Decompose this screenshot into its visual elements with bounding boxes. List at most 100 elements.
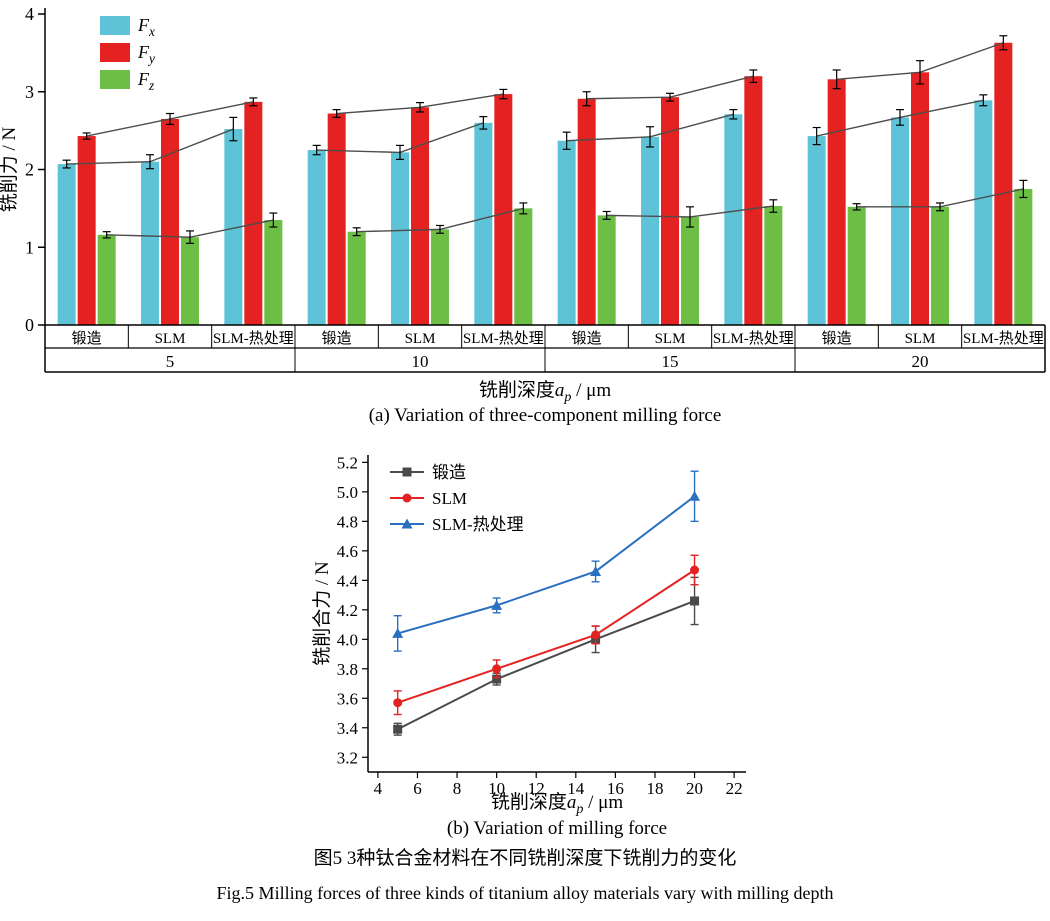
bar	[264, 220, 283, 325]
series-line	[397, 495, 696, 635]
bar	[224, 129, 243, 325]
bar	[161, 118, 179, 326]
marker-circle	[591, 630, 601, 640]
bar	[557, 140, 576, 325]
x-tick-label: 18	[646, 779, 663, 798]
bar	[724, 114, 743, 325]
y-tick-label: 5.2	[337, 453, 358, 472]
label-pre: 铣削深度	[479, 379, 555, 401]
bar	[1014, 188, 1033, 325]
material-label: SLM	[405, 331, 436, 347]
bar	[577, 98, 596, 325]
label-sub: z	[148, 78, 154, 93]
y-tick-label: 3	[25, 82, 34, 102]
x-tick-label: 4	[374, 779, 383, 798]
label-sub: x	[148, 24, 155, 39]
bar	[827, 79, 846, 325]
bar	[431, 229, 449, 325]
label-sub: y	[147, 51, 155, 66]
x-tick-label: 22	[726, 779, 743, 798]
legend-label: SLM-热处理	[432, 515, 524, 534]
y-tick-label: 3.6	[337, 689, 358, 708]
material-label: 锻造	[72, 330, 102, 347]
bar	[244, 101, 263, 325]
bar	[807, 136, 826, 325]
bar	[391, 152, 409, 325]
bar	[97, 234, 116, 325]
marker-triangle	[689, 490, 701, 501]
material-label: SLM-热处理	[463, 330, 544, 347]
legend-label: Fz	[137, 69, 154, 93]
x-axis-title: 铣削深度ap / μm	[479, 379, 612, 405]
marker-square	[402, 467, 412, 477]
series-line	[397, 569, 696, 704]
material-label: SLM	[905, 331, 936, 347]
label-var: a	[555, 380, 565, 401]
material-label: SLM	[655, 331, 686, 347]
x-axis-title: 铣削深度ap / μm	[491, 791, 624, 817]
bar	[514, 208, 533, 325]
y-axis-title: 铣削合力 / N	[311, 561, 333, 666]
bar-chart: 0 1 2 3 4 锻造 SLM SLM-热处理 锻造 SLM SLM-热处理 锻造 SLM SLM-热处…	[0, 4, 1046, 405]
bar	[847, 206, 866, 325]
bar	[994, 42, 1013, 326]
depth-label: 20	[912, 352, 929, 371]
bar	[974, 100, 993, 326]
series-line	[397, 600, 695, 731]
y-axis-title: 铣削力 / N	[0, 126, 20, 212]
bar	[141, 161, 159, 325]
y-tick-label: 4	[25, 4, 34, 24]
bar	[411, 107, 429, 325]
material-label: 锻造	[322, 330, 352, 347]
bar	[57, 164, 76, 325]
y-tick-label: 5.0	[337, 483, 358, 502]
depth-label: 15	[662, 352, 679, 371]
y-tick-label: 0	[25, 315, 34, 335]
line-chart: 3.2 3.4 3.6 3.8 4.0 4.2 4.4 4.6 4.8 5.0 5.2 4 6 8 10 12…	[311, 453, 746, 817]
bar	[474, 122, 493, 325]
caption-a: (a) Variation of three-component milling…	[369, 405, 722, 426]
material-label: SLM-热处理	[963, 330, 1044, 347]
marker-square	[492, 674, 502, 684]
y-tick-label: 1	[25, 237, 34, 257]
marker-triangle	[401, 518, 413, 529]
x-tick-label: 6	[413, 779, 422, 798]
bar	[327, 113, 346, 326]
label-post: / μm	[571, 380, 611, 401]
depth-label: 10	[412, 352, 429, 371]
label-var: F	[137, 15, 150, 35]
legend-label: 锻造	[432, 463, 466, 482]
label-var: F	[137, 42, 150, 62]
marker-circle	[492, 664, 502, 674]
bar	[641, 136, 659, 325]
label-sub: p	[575, 801, 583, 817]
y-tick-label: 3.2	[337, 748, 358, 767]
bar	[181, 237, 199, 325]
figure-caption-cn: 图5 3种钛合金材料在不同铣削深度下铣削力的变化	[313, 848, 737, 869]
y-tick-label: 4.4	[337, 571, 359, 590]
bar	[494, 94, 513, 326]
label-pre: 铣削深度	[491, 791, 567, 813]
material-label: SLM-热处理	[213, 330, 294, 347]
depth-label: 5	[166, 352, 175, 371]
bar	[661, 97, 679, 325]
marker-square	[690, 596, 700, 606]
legend-swatch	[100, 70, 130, 89]
bar	[931, 206, 949, 325]
x-tick-label: 14	[567, 779, 585, 798]
marker-triangle	[392, 627, 404, 638]
bar	[307, 150, 326, 325]
bar	[597, 215, 616, 325]
material-label: 锻造	[572, 330, 602, 347]
bar	[77, 136, 96, 325]
marker-square	[393, 724, 403, 734]
caption-b: (b) Variation of milling force	[447, 818, 667, 839]
label-post: / μm	[583, 792, 623, 813]
legend-swatch	[100, 16, 130, 35]
label-var: a	[567, 792, 577, 813]
material-label: SLM-热处理	[713, 330, 794, 347]
material-label: SLM	[155, 331, 186, 347]
label-var: F	[137, 69, 150, 89]
y-tick-label: 4.2	[337, 601, 358, 620]
